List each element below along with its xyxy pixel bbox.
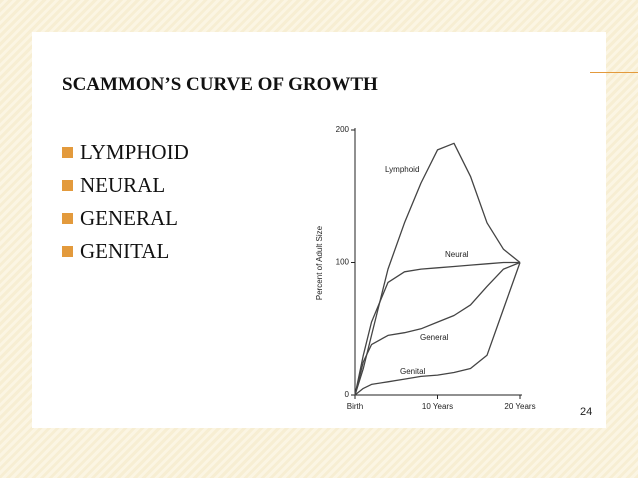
curve-label: Genital	[400, 367, 426, 376]
x-tick-label: 20 Years	[504, 402, 535, 411]
curve-label: Neural	[445, 250, 469, 259]
bullet: GENERAL	[62, 202, 189, 235]
y-tick-label: 0	[345, 390, 350, 399]
growth-curve	[354, 142, 521, 396]
slide-title: SCAMMON’S CURVE OF GROWTH	[62, 74, 378, 95]
accent-line	[590, 72, 638, 73]
y-tick-label: 100	[336, 258, 350, 267]
page-number: 24	[580, 406, 593, 418]
slide: SCAMMON’S CURVE OF GROWTH LYMPHOID NEURA…	[32, 32, 606, 428]
growth-curve	[354, 261, 521, 396]
growth-curve	[354, 262, 521, 396]
y-axis-label: Percent of Adult Size	[315, 225, 324, 300]
y-tick-label: 200	[336, 125, 350, 134]
bullet: LYMPHOID	[62, 136, 189, 169]
x-tick-label: 10 Years	[422, 402, 453, 411]
curve-label: Lymphoid	[385, 165, 419, 174]
growth-curve	[354, 261, 520, 396]
curve-label: General	[420, 333, 449, 342]
bullet-list: LYMPHOID NEURAL GENERAL GENITAL	[62, 136, 189, 268]
x-tick-label: Birth	[347, 402, 363, 411]
bullet: GENITAL	[62, 235, 189, 268]
bullet: NEURAL	[62, 169, 189, 202]
